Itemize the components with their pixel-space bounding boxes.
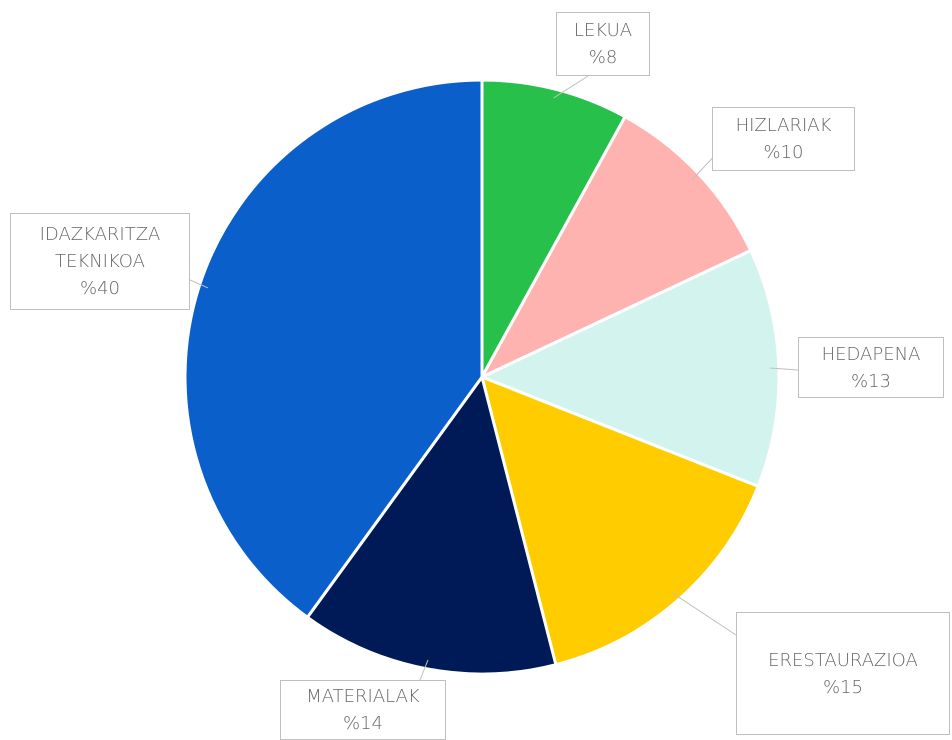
data-label: IDAZKARITZA TEKNIKOA %40 [10, 213, 190, 310]
data-label: HEDAPENA %13 [798, 337, 944, 398]
value-label: %15 [822, 676, 863, 698]
category-label: HEDAPENA [821, 343, 921, 365]
data-label: ERESTAURAZIOA %15 [736, 612, 950, 735]
callout-pointer [553, 75, 589, 99]
value-label: %13 [850, 370, 891, 392]
data-label: LEKUA %8 [556, 12, 650, 76]
callout-pointer [419, 659, 429, 681]
data-label: HIZLARIAK %10 [712, 107, 855, 171]
pie-slice [478, 248, 781, 489]
data-label: MATERIALAK %14 [280, 680, 446, 740]
value-label: %8 [588, 47, 618, 68]
pie-slice [478, 114, 753, 381]
pie-slice [305, 373, 558, 676]
category-label: HIZLARIAK [735, 115, 832, 136]
category-label: LEKUA [573, 20, 633, 41]
pie-slice [479, 374, 761, 667]
category-label: IDAZKARITZA TEKNIKOA [39, 224, 161, 272]
callout-pointer [769, 367, 799, 371]
callout-pointer [672, 592, 737, 636]
category-label: MATERIALAK [306, 686, 420, 707]
pie-slice [183, 78, 484, 620]
callout-pointer [189, 279, 209, 289]
category-label: ERESTAURAZIOA [768, 649, 918, 671]
value-label: %40 [79, 278, 120, 299]
value-label: %14 [342, 713, 383, 734]
pie-slice [480, 78, 628, 378]
value-label: %10 [763, 142, 804, 163]
